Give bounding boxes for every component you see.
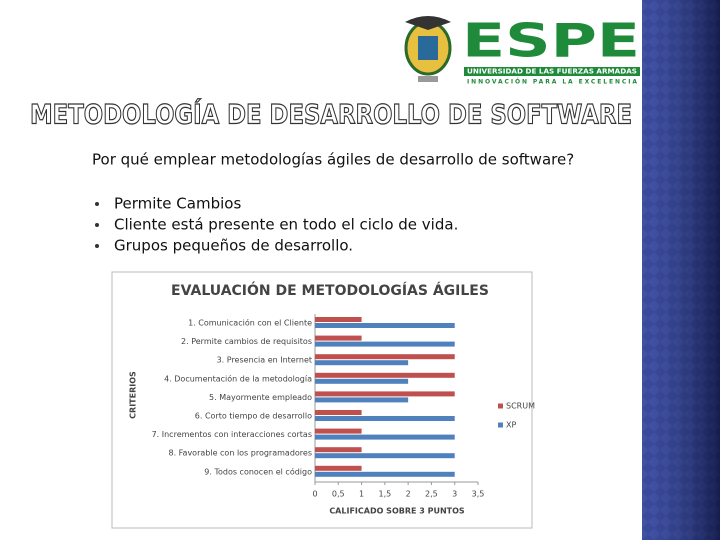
bar xyxy=(315,434,455,440)
legend-label: XP xyxy=(506,421,516,430)
chart-title: EVALUACIÓN DE METODOLOGÍAS ÁGILES xyxy=(171,281,489,299)
x-tick-label: 2,5 xyxy=(425,490,438,499)
bar xyxy=(315,416,455,421)
bullet-dot xyxy=(95,223,99,227)
x-tick-label: 2 xyxy=(406,490,411,499)
bar xyxy=(315,453,455,459)
bar xyxy=(315,397,409,403)
bar xyxy=(315,447,362,453)
bar xyxy=(315,391,455,397)
logo-text: ESPE xyxy=(462,14,640,68)
motto: INNOVACIÓN PARA LA EXCELENCIA xyxy=(467,79,637,86)
bar xyxy=(315,471,455,477)
bar xyxy=(315,323,455,328)
x-tick-label: 3,5 xyxy=(472,490,485,499)
bar xyxy=(315,317,362,322)
bar xyxy=(315,341,455,347)
slide-title: METODOLOGÍA DE DESARROLLO DE SOFTWARE xyxy=(30,99,632,131)
bar xyxy=(315,378,409,384)
y-tick-label: 8. Favorable con los programadores xyxy=(169,449,313,458)
bullet-text: Permite Cambios xyxy=(114,195,241,213)
y-tick-label: 6. Corto tiempo de desarrollo xyxy=(195,412,312,421)
logo-bar xyxy=(464,67,640,76)
x-axis-label: CALIFICADO SOBRE 3 PUNTOS xyxy=(329,507,465,516)
y-tick-label: 7. Incrementos con interacciones cortas xyxy=(152,430,312,439)
university: UNIVERSIDAD DE LAS FUERZAS ARMADAS xyxy=(467,68,637,76)
bar xyxy=(315,410,362,415)
side-band-shade xyxy=(642,0,720,540)
legend-swatch xyxy=(498,403,503,409)
logo-emblem xyxy=(404,16,452,82)
legend-swatch xyxy=(498,422,503,428)
bar xyxy=(315,372,455,378)
legend-label: SCRUM xyxy=(506,402,535,411)
bar xyxy=(315,335,362,341)
bullet-dot xyxy=(95,202,99,206)
x-tick-label: 1,5 xyxy=(378,490,391,499)
bullet-text: Grupos pequeños de desarrollo. xyxy=(114,237,353,255)
bullet-text: Cliente está presente en todo el ciclo d… xyxy=(114,216,458,234)
question: Por qué emplear metodologías ágiles de d… xyxy=(92,151,574,169)
y-tick-label: 5. Mayormente empleado xyxy=(209,393,312,402)
bar xyxy=(315,465,362,471)
bar xyxy=(315,428,362,434)
y-tick-label: 9. Todos conocen el código xyxy=(204,466,312,476)
y-tick-label: 2. Permite cambios de requisitos xyxy=(181,337,312,346)
bullet-dot xyxy=(95,244,99,248)
bar xyxy=(315,360,409,366)
x-tick-label: 3 xyxy=(452,490,457,499)
x-tick-label: 1 xyxy=(359,490,364,499)
y-tick-label: 1. Comunicación con el Cliente xyxy=(188,318,312,328)
bar xyxy=(315,354,455,360)
x-tick-label: 0,5 xyxy=(332,490,345,499)
x-tick-label: 0 xyxy=(312,490,317,499)
y-axis-label: CRITERIOS xyxy=(129,371,138,419)
y-tick-label: 4. Documentación de la metodología xyxy=(164,373,312,383)
y-tick-label: 3. Presencia en Internet xyxy=(217,356,312,365)
